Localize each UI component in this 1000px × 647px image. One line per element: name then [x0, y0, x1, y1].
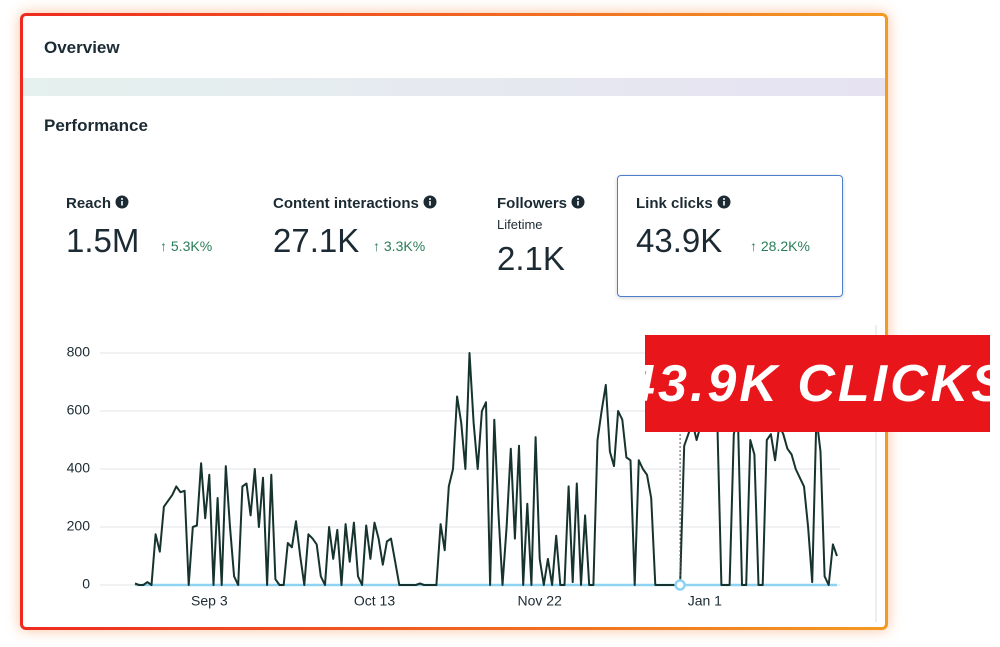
metric-label: Link clicks: [636, 195, 731, 212]
divider-strip: [23, 78, 885, 96]
metric-label: Content interactions: [273, 195, 437, 212]
metric-change-text: 3.3K%: [383, 238, 426, 254]
metric-change: ↑ 3.3K%: [373, 238, 426, 254]
x-tick-label: Oct 13: [354, 593, 395, 609]
x-tick-label: Sep 3: [191, 593, 228, 609]
metric-change-text: 28.2K%: [760, 238, 810, 254]
metric-label-text: Content interactions: [273, 195, 419, 212]
info-icon[interactable]: [423, 195, 437, 209]
metric-label-text: Reach: [66, 195, 112, 212]
metric-change: ↑ 28.2K%: [750, 238, 810, 254]
x-tick-label: Nov 22: [518, 593, 563, 609]
y-tick-label: 800: [67, 344, 91, 360]
metric-value: 1.5M: [66, 222, 140, 259]
y-tick-label: 200: [67, 518, 91, 534]
y-tick-label: 600: [67, 402, 91, 418]
metric-label-text: Followers: [497, 195, 568, 212]
info-icon[interactable]: [571, 195, 585, 209]
metric-change: ↑ 5.3K%: [160, 238, 213, 254]
selected-metric-card[interactable]: [617, 175, 843, 297]
data-line: [134, 352, 838, 586]
x-tick-label: Jan 1: [688, 593, 722, 609]
metric-sublabel: Lifetime: [497, 217, 543, 232]
info-icon[interactable]: [717, 195, 731, 209]
hover-point: [674, 579, 686, 591]
metric-change-text: 5.3K%: [170, 238, 213, 254]
section-title: Performance: [44, 116, 148, 135]
y-tick-label: 400: [67, 460, 91, 476]
metric-label: Followers: [497, 195, 585, 212]
metric-value: 2.1K: [497, 240, 565, 277]
header-title: Overview: [44, 38, 120, 57]
info-icon[interactable]: [115, 195, 129, 209]
metric-label-text: Link clicks: [636, 195, 713, 212]
metric-value: 27.1K: [273, 222, 360, 259]
metric-value: 43.9K: [636, 222, 723, 259]
y-tick-label: 0: [82, 576, 90, 592]
banner: 43.9K CLICKS: [626, 335, 1000, 432]
metric-label: Reach: [66, 195, 129, 212]
